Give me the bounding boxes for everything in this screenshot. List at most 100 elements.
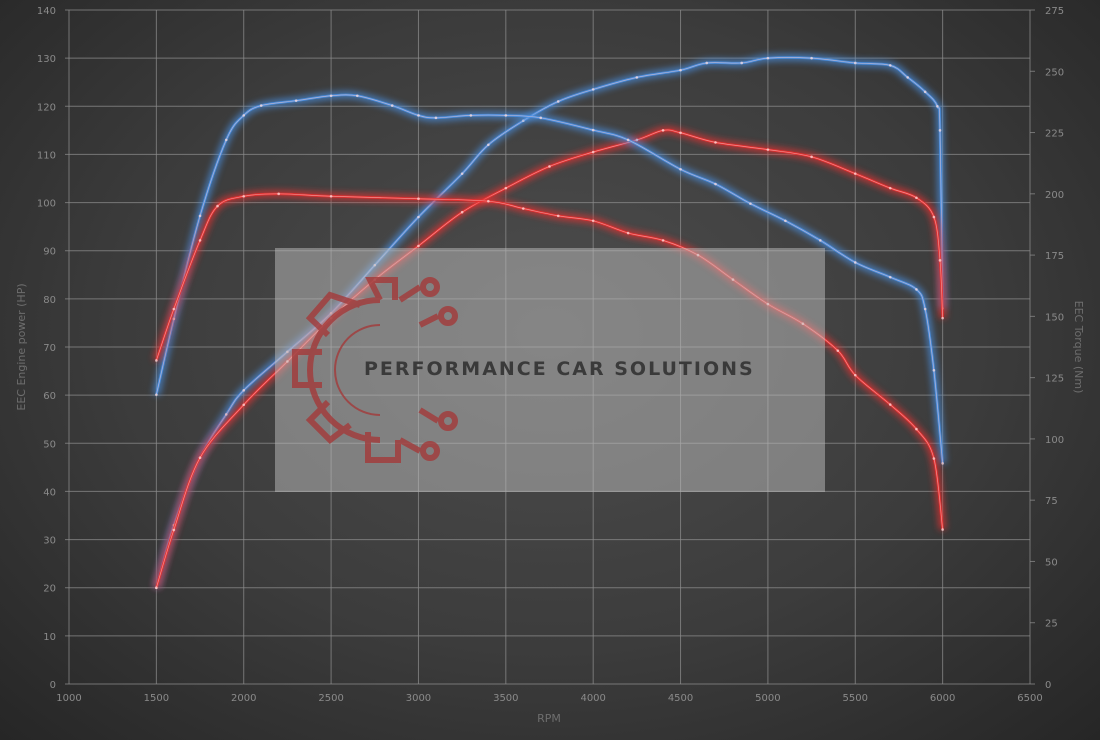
x-tick-label: 4000 — [580, 693, 605, 704]
power-red-point — [661, 129, 665, 132]
torque-red-point — [932, 457, 936, 460]
torque-blue-point — [155, 393, 158, 397]
y-right-tick-label: 100 — [1045, 435, 1064, 446]
x-tick-label: 1000 — [56, 693, 81, 704]
y-tick-label: 60 — [43, 391, 56, 402]
y-tick-label: 80 — [43, 295, 56, 306]
torque-blue-point — [434, 116, 438, 120]
power-red-point — [504, 186, 508, 190]
y-right-tick-label: 150 — [1045, 312, 1064, 323]
power-blue-point — [591, 88, 595, 91]
power-blue-point — [417, 215, 420, 219]
y-tick-label: 40 — [43, 487, 56, 498]
torque-red-point — [853, 373, 857, 377]
y-right-tick-label: 250 — [1045, 67, 1064, 78]
power-red-point — [766, 148, 770, 151]
torque-red-point — [417, 197, 420, 201]
torque-blue-point — [539, 116, 543, 120]
watermark: PERFORMANCE CAR SOLUTIONS — [275, 248, 825, 492]
torque-blue-point — [749, 202, 752, 205]
torque-blue-point — [390, 104, 394, 107]
power-blue-point — [938, 129, 942, 132]
torque-red-point — [941, 528, 944, 531]
torque-red-point — [556, 214, 560, 218]
torque-red-point — [277, 192, 280, 196]
power-red-point — [198, 456, 202, 460]
y-tick-label: 10 — [43, 632, 56, 643]
torque-blue-point — [915, 288, 918, 291]
power-blue-point — [923, 90, 927, 94]
y-right-tick-label: 200 — [1045, 190, 1064, 201]
power-red-point — [548, 165, 551, 168]
torque-blue-point — [469, 114, 473, 117]
y-tick-label: 20 — [43, 584, 56, 595]
torque-blue-point — [923, 307, 927, 311]
x-tick-label: 4500 — [668, 693, 693, 704]
power-blue-point — [740, 61, 743, 65]
torque-blue-point — [626, 138, 630, 142]
power-blue-point — [936, 104, 939, 108]
y-right-tick-label: 125 — [1045, 374, 1064, 385]
power-red-point — [591, 150, 595, 154]
y-tick-label: 100 — [37, 199, 56, 210]
x-tick-label: 6000 — [930, 693, 955, 704]
y-axis-label: EEC Engine power (HP) — [15, 283, 28, 410]
power-red-point — [155, 586, 158, 590]
power-red-point — [417, 244, 420, 248]
y-tick-label: 140 — [37, 6, 56, 17]
y-tick-label: 70 — [43, 343, 56, 354]
x-tick-label: 1500 — [144, 693, 169, 704]
torque-blue-point — [819, 239, 822, 242]
torque-blue-point — [932, 368, 936, 372]
y-tick-label: 50 — [43, 439, 56, 450]
torque-blue-point — [259, 104, 263, 107]
power-red-point — [888, 186, 892, 190]
y-right-tick-label: 275 — [1045, 6, 1064, 17]
power-blue-point — [224, 413, 228, 416]
power-blue-point — [242, 389, 246, 392]
torque-red-point — [521, 207, 525, 210]
y-right-tick-label: 225 — [1045, 129, 1064, 140]
y-tick-label: 110 — [37, 150, 56, 161]
power-blue-point — [556, 100, 560, 103]
power-red-point — [460, 210, 464, 214]
power-blue-point — [766, 56, 770, 60]
x-tick-label: 3000 — [406, 693, 431, 704]
y-right-tick-label: 75 — [1045, 496, 1058, 507]
power-blue-point — [853, 61, 857, 65]
torque-red-point — [198, 239, 202, 242]
watermark-text: PERFORMANCE CAR SOLUTIONS — [364, 358, 755, 380]
x-tick-label: 2000 — [231, 693, 256, 704]
power-red-point — [938, 259, 942, 262]
power-red-point — [810, 155, 813, 159]
y-right-tick-label: 175 — [1045, 251, 1064, 262]
power-blue-point — [487, 143, 490, 147]
power-blue-point — [679, 68, 682, 72]
torque-red-point — [242, 194, 246, 198]
power-blue-point — [460, 172, 464, 175]
torque-red-point — [836, 349, 840, 352]
y-right-axis-label: EEC Torque (Nm) — [1072, 301, 1085, 394]
torque-red-point — [487, 199, 490, 203]
torque-blue-point — [941, 462, 944, 465]
torque-blue-point — [853, 261, 857, 264]
torque-blue-point — [198, 214, 202, 218]
torque-red-point — [915, 427, 918, 431]
power-red-point — [172, 528, 176, 532]
torque-blue-point — [294, 99, 298, 102]
power-blue-point — [888, 64, 892, 67]
power-blue-point — [635, 76, 639, 79]
power-red-point — [932, 215, 936, 219]
power-red-point — [915, 196, 918, 200]
y-tick-label: 30 — [43, 536, 56, 547]
power-red-highlight — [156, 129, 943, 588]
x-tick-label: 2500 — [318, 693, 343, 704]
power-red-point — [242, 403, 246, 407]
axes: 1000 1500 2000 2500 3000 3500 4000 4500 5000 5500… — [15, 6, 1085, 725]
torque-blue-point — [224, 138, 228, 142]
power-red-point — [714, 141, 717, 144]
y-tick-label: 90 — [43, 247, 56, 258]
torque-red-point — [172, 307, 176, 311]
torque-red-point — [888, 403, 892, 406]
power-blue-point — [705, 61, 709, 65]
